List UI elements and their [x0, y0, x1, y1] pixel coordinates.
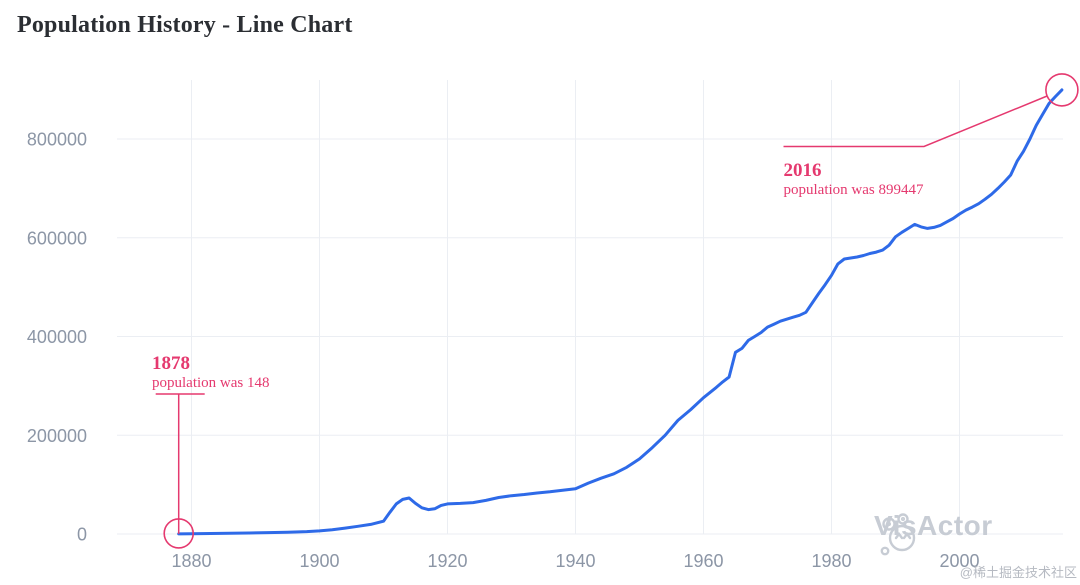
x-axis-label: 1900: [299, 551, 339, 571]
annotation-2016-leader-line: [783, 95, 1048, 148]
annotation-2016-title: 2016: [784, 160, 822, 181]
x-axis-label: 1880: [171, 551, 211, 571]
x-axis-label: 1920: [427, 551, 467, 571]
y-axis-label: 200000: [27, 426, 87, 446]
population-line: [177, 88, 1064, 536]
y-axis-label: 800000: [27, 130, 87, 150]
annotation-2016-label: population was 899447: [784, 182, 924, 198]
annotation-1878-title: 1878: [152, 353, 190, 374]
annotation-2016-marker-circle: [1045, 73, 1079, 107]
y-axis-label: 600000: [27, 228, 87, 248]
x-axis-label: 1980: [811, 551, 851, 571]
annotation-1878-label: population was 148: [152, 375, 270, 391]
chart-title: Population History - Line Chart: [17, 12, 353, 38]
community-credit: @稀土掘金技术社区: [959, 565, 1077, 580]
annotation-1878-marker-circle: [163, 518, 194, 549]
x-axis-label: 1940: [555, 551, 595, 571]
y-axis-label: 400000: [27, 327, 87, 347]
y-axis-label: 0: [77, 525, 87, 545]
x-axis-label: 1960: [683, 551, 723, 571]
x-axis-label: 2000: [939, 551, 979, 571]
